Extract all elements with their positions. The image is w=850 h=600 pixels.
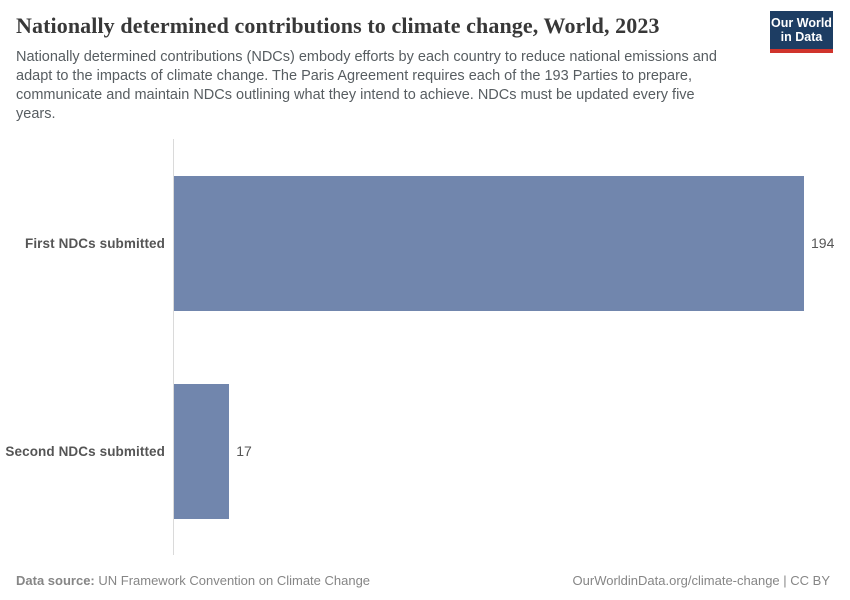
bar-row-second-ndcs: Second NDCs submitted 17 xyxy=(0,347,850,555)
chart-footer: Data source: UN Framework Convention on … xyxy=(16,573,830,588)
subtitle-line: communicate and maintain NDCs outlining … xyxy=(16,87,695,103)
owid-logo-stripe xyxy=(770,49,833,53)
chart-header: Nationally determined contributions to c… xyxy=(0,0,850,124)
plot-area-row-1: 17 xyxy=(173,347,850,555)
subtitle-line: years. xyxy=(16,106,56,122)
subtitle-line: adapt to the impacts of climate change. … xyxy=(16,68,692,84)
bar-second-ndcs[interactable] xyxy=(174,383,230,519)
value-label-first-ndcs: 194 xyxy=(811,235,835,251)
owid-logo-line2: in Data xyxy=(780,30,823,44)
bar-first-ndcs[interactable] xyxy=(174,175,804,311)
owid-logo-text: Our World in Data xyxy=(770,11,833,49)
data-source-text: UN Framework Convention on Climate Chang… xyxy=(94,573,371,588)
category-label-first-ndcs: First NDCs submitted xyxy=(24,235,165,251)
chart-title: Nationally determined contributions to c… xyxy=(16,13,660,38)
data-source-note: Data source: UN Framework Convention on … xyxy=(16,573,370,588)
data-source-label: Data source: xyxy=(16,573,95,588)
owid-url-license[interactable]: OurWorldinData.org/climate-change | CC B… xyxy=(572,573,830,588)
subtitle-line: Nationally determined contributions (NDC… xyxy=(16,49,717,65)
plot-area-row-0: 194 xyxy=(173,139,850,347)
chart-subtitle: Nationally determined contributions (NDC… xyxy=(16,48,776,124)
bar-row-first-ndcs: First NDCs submitted 194 xyxy=(0,139,850,347)
owid-logo-line1: Our World xyxy=(771,16,832,30)
value-label-second-ndcs: 17 xyxy=(236,443,252,459)
owid-logo: Our World in Data xyxy=(770,11,833,53)
bar-chart: First NDCs submitted 194 Second NDCs sub… xyxy=(0,139,850,555)
category-label-second-ndcs: Second NDCs submitted xyxy=(5,443,165,459)
